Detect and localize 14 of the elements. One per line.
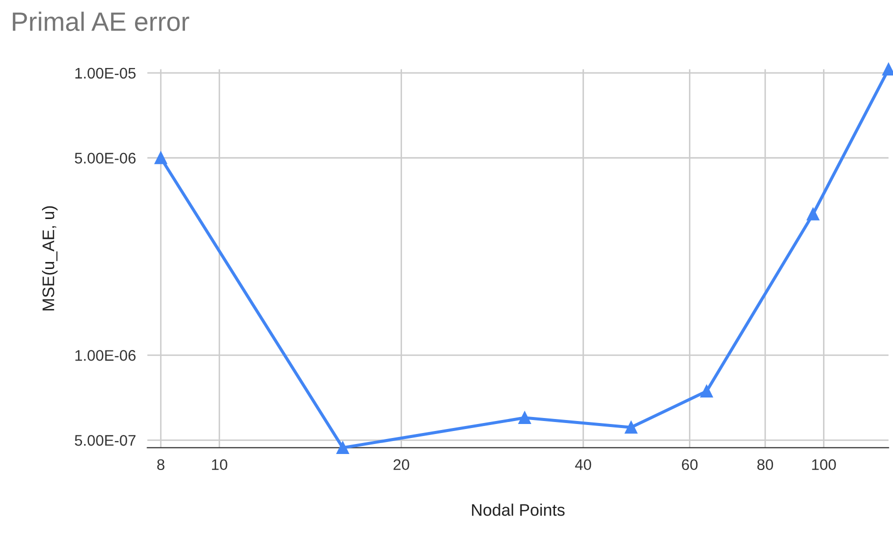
y-tick-label: 5.00E-07 — [74, 435, 136, 446]
y-tick-label: 1.00E-05 — [75, 68, 136, 79]
x-tick-label: 20 — [394, 459, 410, 470]
x-tick-label: 80 — [757, 459, 774, 470]
x-tick-label: 40 — [575, 459, 592, 470]
x-tick-label: 8 — [157, 459, 164, 470]
x-axis-title: Nodal Points — [472, 504, 565, 516]
chart-title: Primal AE error — [12, 12, 190, 32]
y-tick-label: 1.00E-06 — [75, 350, 136, 361]
x-tick-label: 60 — [682, 459, 698, 470]
x-tick-label: 10 — [212, 459, 228, 470]
x-tick-label: 100 — [812, 459, 836, 470]
y-axis-title: MSE(u_AE, u) — [42, 206, 58, 310]
y-tick-label: 5.00E-06 — [74, 152, 136, 164]
